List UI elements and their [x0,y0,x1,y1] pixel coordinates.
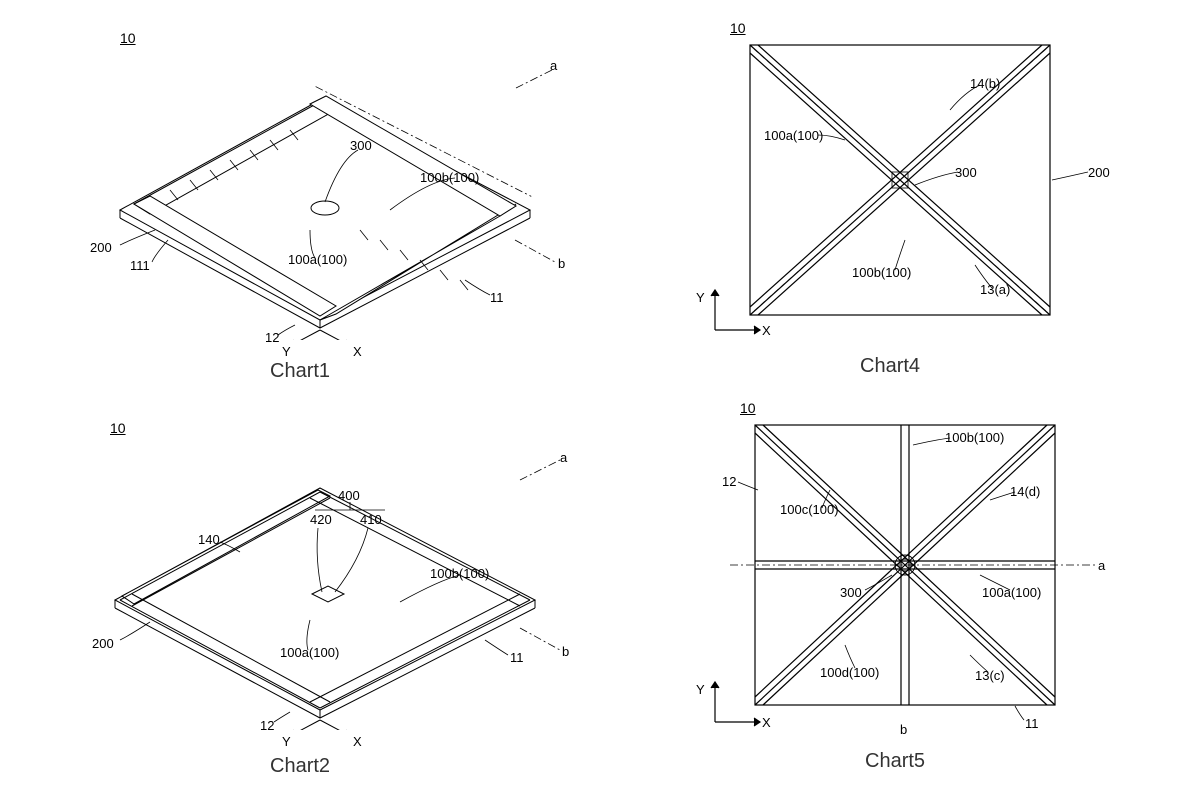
label-14d-5: 14(d) [1010,484,1040,499]
label-b-1: b [558,256,565,271]
label-100b-4: 100b(100) [852,265,911,280]
panel-chart1: 10 [60,30,580,360]
label-100a-4: 100a(100) [764,128,823,143]
label-12-2: 12 [260,718,274,733]
label-Y-5: Y [696,682,705,697]
fig-num-1: 10 [120,30,136,46]
label-X-2: X [353,734,362,749]
label-100a-2: 100a(100) [280,645,339,660]
label-11-1: 11 [490,290,504,305]
fig-num-5: 10 [740,400,756,416]
label-X-4: X [762,323,771,338]
caption-chart2: Chart2 [270,755,330,778]
label-12-5: 12 [722,474,736,489]
caption-chart1: Chart1 [270,360,330,383]
label-300-1: 300 [350,138,372,153]
label-13c-5: 13(c) [975,668,1005,683]
label-100c-5: 100c(100) [780,502,839,517]
label-12-1: 12 [265,330,279,345]
label-X-5: X [762,715,771,730]
label-100a-5: 100a(100) [982,585,1041,600]
label-200-2: 200 [92,636,114,651]
panel-chart5: 10 [680,400,1150,760]
fig-num-2: 10 [110,420,126,436]
label-a-5: a [1098,558,1105,573]
label-11-5: 11 [1025,716,1039,731]
label-200-4: 200 [1088,165,1110,180]
label-14b-4: 14(b) [970,76,1000,91]
panel-chart2: 10 [60,410,580,750]
label-Y-4: Y [696,290,705,305]
panel-chart4: 10 [680,20,1140,370]
label-Y-2: Y [282,734,291,749]
label-200-1: 200 [90,240,112,255]
label-100d-5: 100d(100) [820,665,879,680]
label-b-2: b [562,644,569,659]
label-100b-1: 100b(100) [420,170,479,185]
caption-chart5: Chart5 [865,750,925,773]
label-11-2: 11 [510,650,524,665]
label-13a-4: 13(a) [980,282,1010,297]
label-Y-1: Y [282,344,291,359]
chart4-svg [680,20,1140,350]
label-420-2: 420 [310,512,332,527]
label-410-2: 410 [360,512,382,527]
label-100b-2: 100b(100) [430,566,489,581]
fig-num-4: 10 [730,20,746,36]
label-100a-1: 100a(100) [288,252,347,267]
label-b-5: b [900,722,907,737]
label-a-2: a [560,450,567,465]
chart5-svg [680,400,1150,740]
label-140-2: 140 [198,532,220,547]
label-300-5: 300 [840,585,862,600]
label-300-4: 300 [955,165,977,180]
label-111-1: 111 [130,258,150,273]
label-400-2: 400 [338,488,360,503]
label-100b-5: 100b(100) [945,430,1004,445]
caption-chart4: Chart4 [860,355,920,378]
label-a-1: a [550,58,557,73]
chart2-svg [60,410,580,730]
label-X-1: X [353,344,362,359]
